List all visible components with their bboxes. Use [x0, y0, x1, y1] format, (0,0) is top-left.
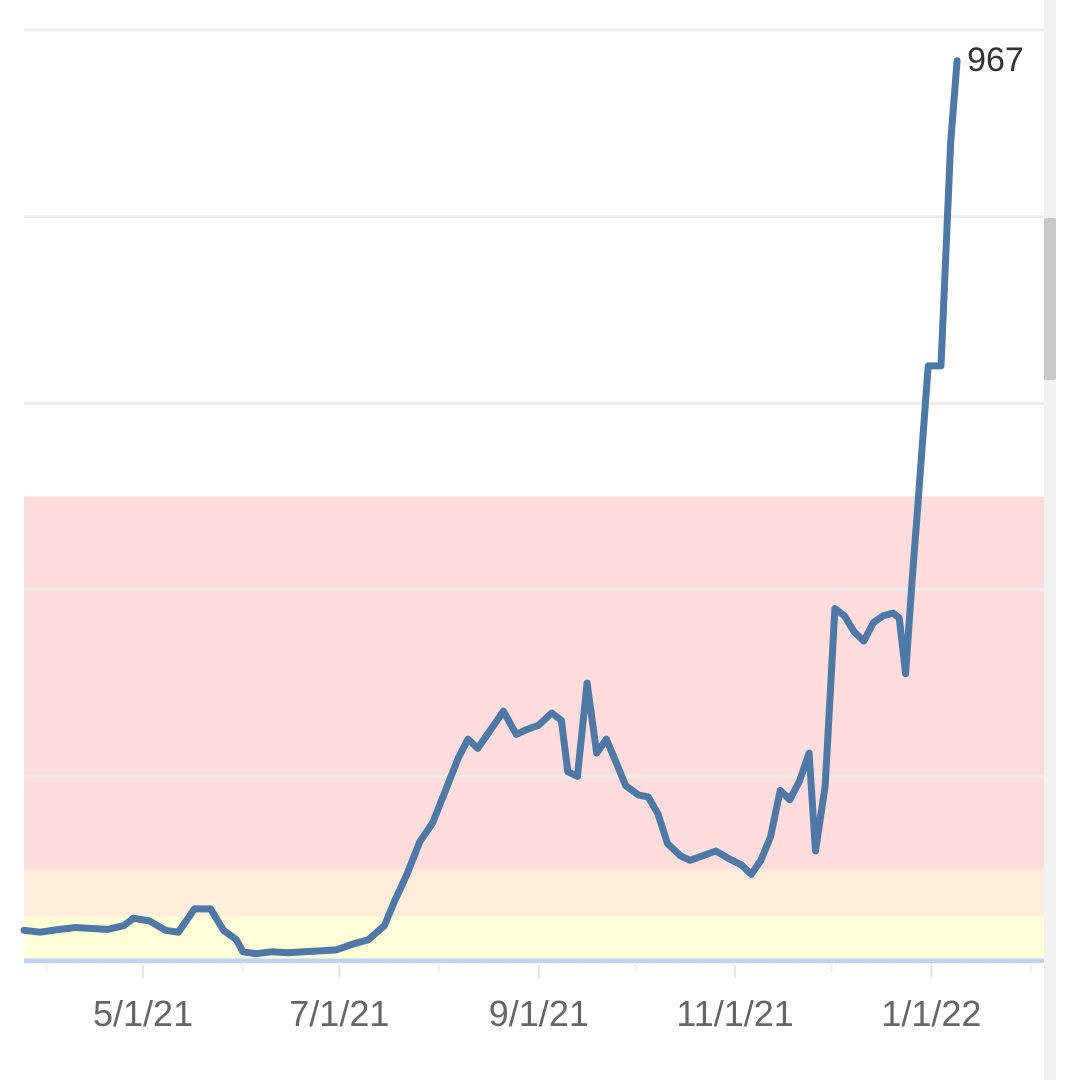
x-tick-label: 11/1/21 — [676, 993, 793, 1034]
series-line-0 — [20, 57, 961, 958]
band-1 — [24, 916, 1044, 959]
x-tick-label: 7/1/21 — [289, 993, 389, 1034]
series-group: 967 — [20, 41, 1024, 958]
risk-bands — [24, 496, 1044, 963]
band-0 — [24, 958, 1044, 963]
scrollbar-track[interactable] — [1044, 0, 1056, 1080]
x-axis-ticks: 5/1/21 7/1/21 9/1/21 11/1/21 1/1/22 — [45, 965, 1033, 1034]
band-3 — [24, 496, 1044, 870]
band-2 — [24, 869, 1044, 917]
x-tick-label: 9/1/21 — [489, 993, 589, 1034]
series-end-label: 967 — [967, 41, 1024, 79]
x-tick-label: 5/1/21 — [93, 993, 193, 1034]
gridlines — [24, 28, 1044, 778]
x-tick-label: 1/1/22 — [881, 993, 981, 1034]
scrollbar-thumb[interactable] — [1044, 218, 1056, 380]
